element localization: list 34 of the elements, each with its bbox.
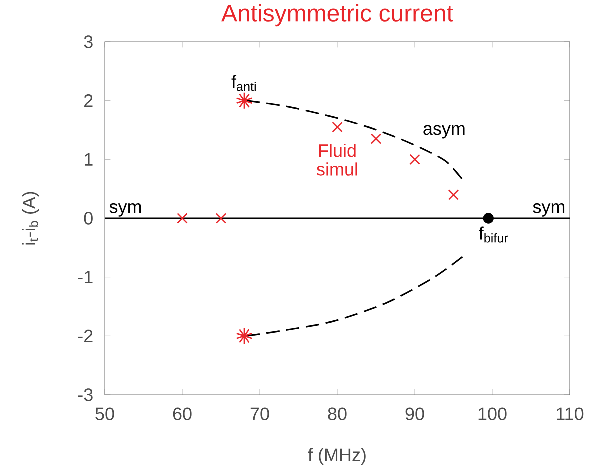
annotation: sym	[110, 203, 142, 217]
line-series	[246, 256, 464, 337]
point	[236, 327, 253, 345]
point	[483, 213, 494, 224]
point	[216, 213, 227, 224]
line-series	[246, 100, 464, 182]
y-tick-label: -3	[78, 388, 93, 402]
y-tick-label: 1	[85, 153, 93, 166]
point	[448, 190, 460, 200]
y-tick-label: 0	[84, 212, 93, 225]
point	[332, 122, 343, 133]
x-tick-label: 100	[478, 408, 507, 420]
point	[370, 134, 382, 144]
annotation: f$_{anti}$	[232, 75, 256, 92]
x-tick-label: 80	[328, 408, 347, 420]
y-axis-title: i$_{t}$-i$_{b}$ (A)	[22, 192, 40, 245]
x-tick-label: 70	[250, 408, 270, 420]
chart-title: Antisymmetric current	[222, 4, 454, 27]
annotation: f$_{bifur}$	[479, 226, 508, 243]
point	[236, 92, 253, 110]
y-tick-label: -2	[78, 330, 93, 342]
x-tick-label: 60	[173, 408, 192, 420]
annotation: sym	[533, 203, 565, 217]
x-tick-label: 110	[557, 408, 584, 420]
x-axis-title: f (MHz)	[308, 448, 366, 466]
x-tick-label: 50	[96, 408, 114, 420]
y-tick-label: 2	[84, 94, 93, 108]
annotation: asym	[424, 125, 465, 139]
point	[410, 154, 420, 166]
y-tick-label: -1	[78, 271, 93, 284]
series-label: Fluid simul	[317, 144, 358, 176]
point	[177, 213, 188, 224]
x-tick-label: 90	[406, 408, 424, 420]
y-tick-label: 3	[84, 36, 93, 48]
